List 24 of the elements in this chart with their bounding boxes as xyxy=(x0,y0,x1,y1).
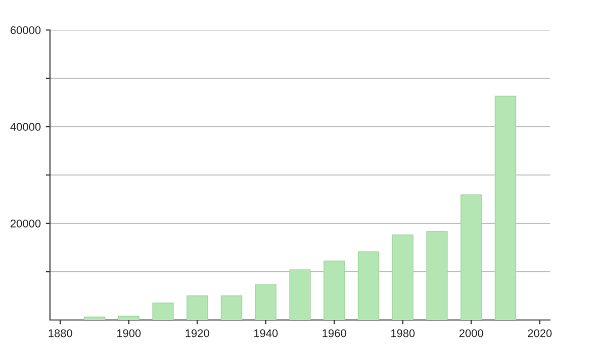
bar xyxy=(186,295,208,320)
x-tick-label: 2020 xyxy=(528,329,552,338)
x-tick-label: 1940 xyxy=(254,329,278,338)
x-tick-label: 1920 xyxy=(186,329,210,338)
bar xyxy=(324,260,345,320)
bar xyxy=(358,251,380,320)
x-tick-label: 1880 xyxy=(48,329,72,338)
bar xyxy=(220,295,242,320)
bar xyxy=(84,316,106,320)
x-tick-label: 1900 xyxy=(117,329,141,338)
bar xyxy=(255,284,276,320)
bar xyxy=(494,96,516,320)
bar xyxy=(152,302,174,320)
bar xyxy=(289,269,311,320)
bar xyxy=(392,234,414,320)
x-tick-label: 2000 xyxy=(459,329,484,338)
y-tick-label: 40000 xyxy=(10,122,41,131)
bar xyxy=(426,231,448,320)
x-tick-label: 1980 xyxy=(391,329,415,338)
bar xyxy=(460,194,482,320)
y-tick-label: 20000 xyxy=(10,220,41,228)
y-tick-label: 60000 xyxy=(10,26,41,34)
bar xyxy=(118,316,140,320)
x-tick-label: 1960 xyxy=(322,329,346,338)
